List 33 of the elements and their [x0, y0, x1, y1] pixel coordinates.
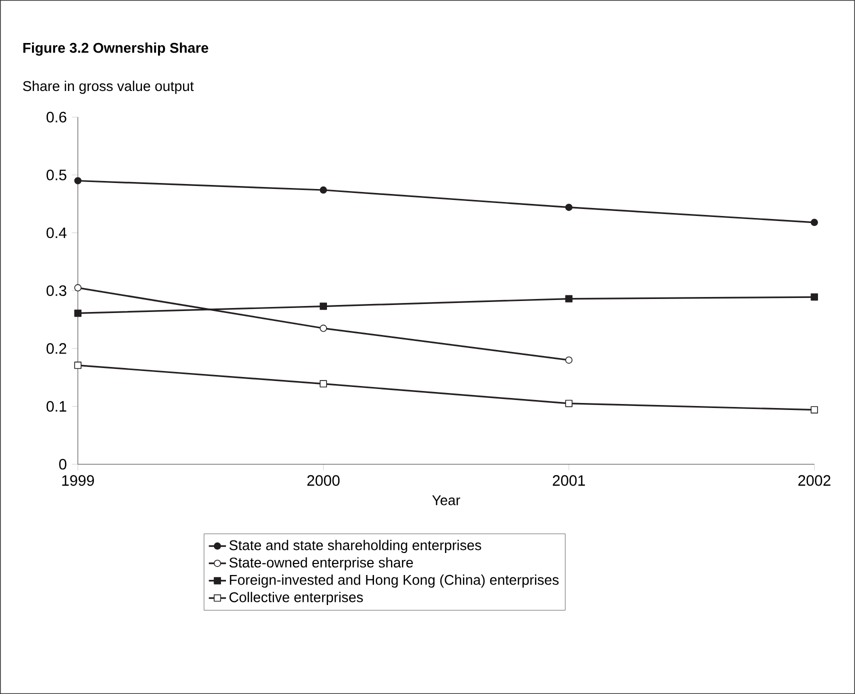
y-tick-label: 0	[59, 458, 66, 470]
x-tick-label: 1999	[62, 475, 94, 486]
point	[74, 310, 82, 317]
x-tick-label: 2000	[307, 475, 340, 486]
point	[810, 293, 818, 301]
point	[320, 186, 327, 194]
legend-label: Collective enterprises	[229, 592, 363, 606]
legend-label: Foreign-invested and Hong Kong (China) enterprises	[230, 574, 559, 588]
point	[74, 284, 82, 292]
x-tick-label: 2002	[798, 475, 830, 486]
point	[810, 406, 818, 414]
y-tick-label: 0.3	[46, 285, 66, 296]
point	[810, 218, 818, 226]
x-tick-label: 2001	[552, 475, 585, 486]
point	[320, 324, 327, 332]
point	[565, 204, 572, 211]
point	[74, 177, 82, 184]
y-tick-label: 0.5	[46, 170, 66, 180]
point	[320, 302, 327, 310]
x-axis-title: Year	[432, 495, 460, 506]
point	[565, 400, 572, 408]
point	[74, 362, 82, 369]
y-tick-label: 0.2	[46, 343, 66, 354]
point	[320, 380, 327, 388]
legend-label: State-owned enterprise share	[229, 557, 413, 570]
chart-title: Figure 3.2 Ownership Share	[23, 42, 208, 56]
y-tick-label: 0.4	[46, 227, 67, 238]
point	[565, 356, 572, 364]
legend-label: State and state shareholding enterprises	[229, 540, 482, 553]
point	[565, 295, 572, 302]
y-tick-label: 0.1	[46, 401, 66, 412]
y-tick-label: 0.6	[46, 112, 66, 122]
y-axis-title: Share in gross value output	[23, 80, 194, 94]
